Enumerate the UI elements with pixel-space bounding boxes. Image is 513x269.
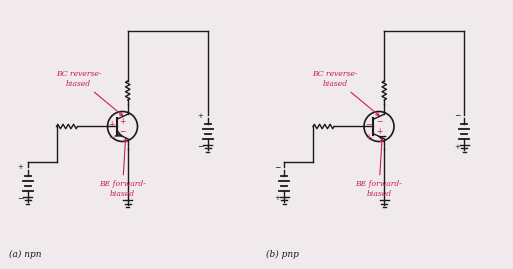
Text: +: + <box>365 133 371 142</box>
Text: +: + <box>198 113 204 119</box>
Text: +: + <box>376 127 382 136</box>
Text: −: − <box>120 127 126 136</box>
Text: −: − <box>454 111 460 121</box>
Text: −: − <box>17 194 24 203</box>
Text: −: − <box>274 163 280 172</box>
Text: BC reverse-
biased: BC reverse- biased <box>56 70 123 116</box>
Text: BE forward-
biased: BE forward- biased <box>356 139 402 198</box>
Text: BE forward-
biased: BE forward- biased <box>99 139 146 198</box>
Text: −: − <box>365 120 371 129</box>
Text: +: + <box>274 196 280 201</box>
Text: BC reverse-
biased: BC reverse- biased <box>312 70 379 116</box>
Text: +: + <box>108 120 115 129</box>
Text: +: + <box>454 144 460 150</box>
Text: (b) pnp: (b) pnp <box>266 250 299 259</box>
Text: (a) npn: (a) npn <box>9 250 42 259</box>
Text: +: + <box>17 165 24 171</box>
Text: −: − <box>198 143 204 151</box>
Text: +: + <box>120 117 126 126</box>
Text: −: − <box>376 117 382 126</box>
Text: −: − <box>108 133 115 142</box>
